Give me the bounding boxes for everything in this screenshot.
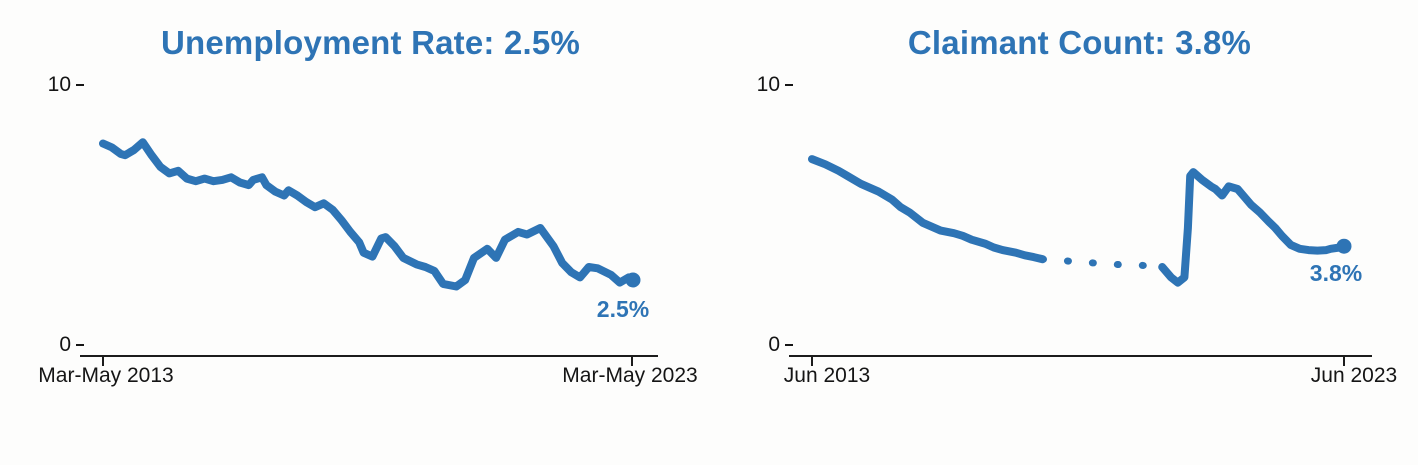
x-axis-label-start: Mar-May 2013 (38, 364, 174, 387)
x-axis-tick-end (631, 355, 634, 366)
latest-value-marker (625, 272, 641, 288)
y-axis-max-label: 10 (709, 74, 793, 96)
x-axis-line (80, 355, 658, 358)
unemployment-rate-chart: Unemployment Rate: 2.5% 10 0 Mar-May 201… (0, 24, 698, 387)
y-axis-max-value: 10 (756, 73, 780, 96)
y-axis-tick-mark (76, 83, 84, 87)
y-axis-min-label: 0 (0, 334, 84, 356)
y-axis-tick-mark (785, 343, 793, 347)
chart-title: Claimant Count: 3.8% (907, 24, 1252, 61)
chart-title: Unemployment Rate: 2.5% (160, 24, 581, 61)
x-axis-tick-start (811, 355, 814, 366)
data-line-dotted (1039, 255, 1166, 271)
data-line-solid (1158, 168, 1348, 287)
y-axis-min-value: 0 (59, 333, 71, 356)
x-axis-label-end: Jun 2023 (1310, 364, 1398, 387)
x-axis-tick-start (102, 355, 105, 366)
unemployment-line-plot (99, 138, 641, 291)
y-axis-max-value: 10 (47, 73, 71, 96)
y-axis-tick-mark (76, 343, 84, 347)
x-axis-label-start: Jun 2013 (783, 364, 871, 387)
data-line-solid (808, 155, 1047, 264)
claimant-count-chart: Claimant Count: 3.8% 10 0 Jun 2013 Jun 2… (709, 0, 1418, 465)
y-axis-min-label: 0 (709, 334, 793, 356)
latest-value-label: 3.8% (1309, 260, 1363, 286)
y-axis-max-label: 10 (0, 74, 84, 96)
latest-value-marker (1336, 238, 1352, 254)
x-axis-label-end: Mar-May 2023 (562, 364, 698, 387)
latest-value-label: 2.5% (596, 296, 650, 322)
x-axis-tick-end (1343, 355, 1346, 366)
claimant-count-line-plot (808, 155, 1352, 287)
data-line-solid (99, 138, 637, 291)
y-axis-tick-mark (785, 83, 793, 87)
x-axis-line (789, 355, 1372, 358)
y-axis-min-value: 0 (768, 333, 780, 356)
